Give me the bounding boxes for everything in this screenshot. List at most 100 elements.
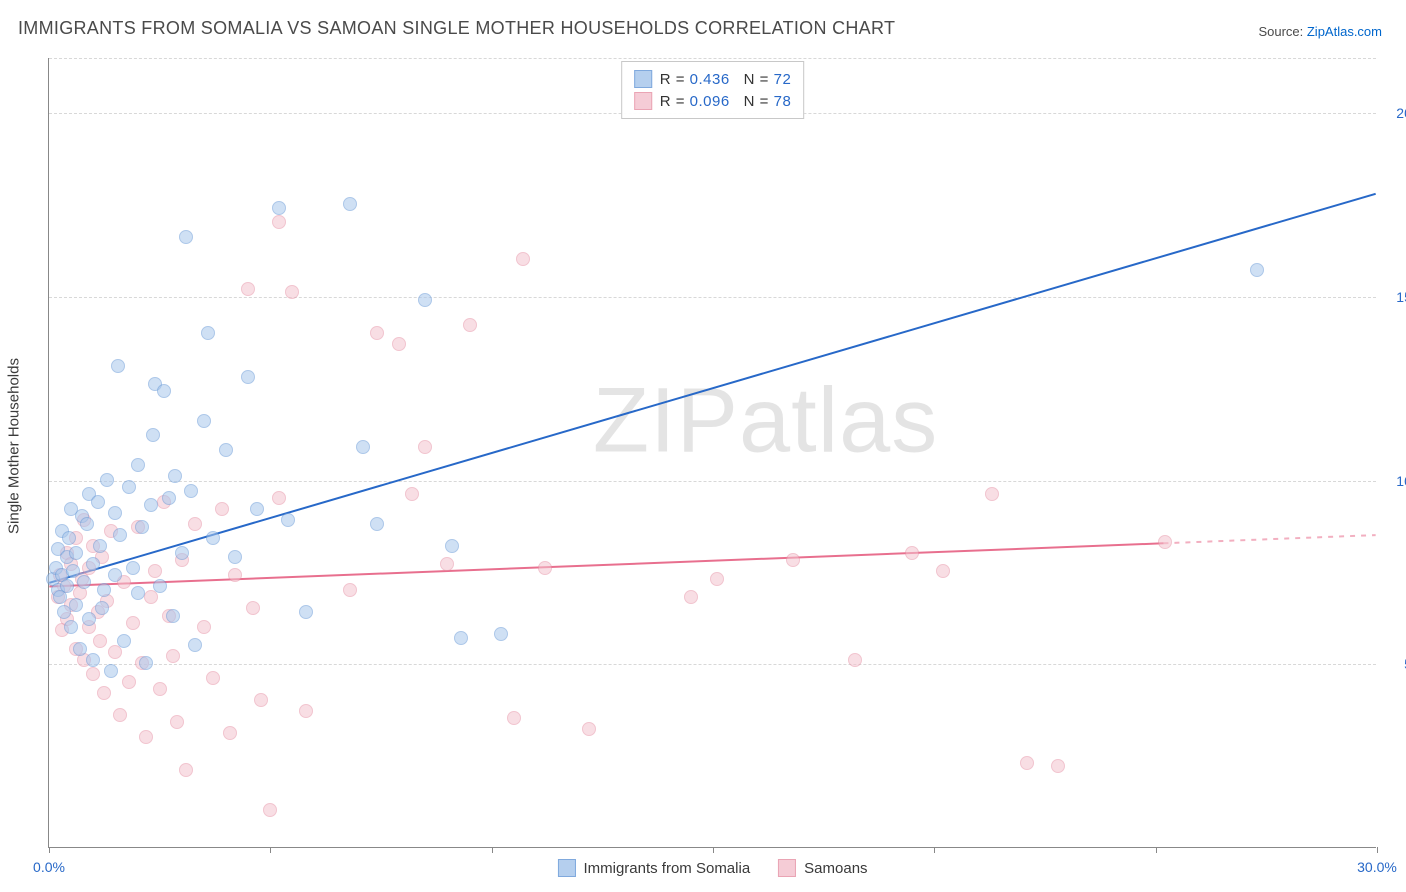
data-point [445,539,459,553]
data-point [370,517,384,531]
data-point [93,634,107,648]
x-tick [492,847,493,853]
gridline [49,297,1376,298]
data-point [197,414,211,428]
data-point [250,502,264,516]
data-point [299,704,313,718]
data-point [179,763,193,777]
data-point [272,201,286,215]
legend-item-somalia: Immigrants from Somalia [557,859,750,877]
data-point [126,561,140,575]
data-point [228,550,242,564]
data-point [516,252,530,266]
y-tick-label: 5.0% [1384,656,1406,672]
x-tick [270,847,271,853]
swatch-somalia-icon [557,859,575,877]
data-point [710,572,724,586]
trend-line-solid [49,194,1375,583]
data-point [1250,263,1264,277]
legend-row-somalia: R = 0.436 N = 72 [634,68,792,90]
x-tick-label: 0.0% [33,859,65,875]
data-point [77,575,91,589]
source-link[interactable]: ZipAtlas.com [1307,24,1382,39]
x-tick-label: 30.0% [1357,859,1397,875]
data-point [281,513,295,527]
data-point [157,384,171,398]
swatch-samoans-icon [778,859,796,877]
data-point [66,564,80,578]
data-point [170,715,184,729]
data-point [100,473,114,487]
swatch-samoans-icon [634,92,652,110]
data-point [126,616,140,630]
data-point [184,484,198,498]
trend-lines-svg [49,58,1376,847]
data-point [113,708,127,722]
data-point [97,686,111,700]
data-point [228,568,242,582]
data-point [343,197,357,211]
data-point [62,531,76,545]
data-point [786,553,800,567]
data-point [197,620,211,634]
data-point [905,546,919,560]
gridline [49,664,1376,665]
data-point [241,370,255,384]
data-point [285,285,299,299]
data-point [168,469,182,483]
data-point [131,586,145,600]
x-tick [49,847,50,853]
data-point [246,601,260,615]
data-point [117,634,131,648]
data-point [153,579,167,593]
data-point [113,528,127,542]
data-point [146,428,160,442]
data-point [370,326,384,340]
data-point [272,491,286,505]
data-point [162,491,176,505]
data-point [392,337,406,351]
data-point [343,583,357,597]
data-point [206,671,220,685]
data-point [166,649,180,663]
x-tick [934,847,935,853]
data-point [188,517,202,531]
data-point [418,293,432,307]
data-point [684,590,698,604]
y-tick-label: 15.0% [1384,289,1406,305]
data-point [108,568,122,582]
legend-row-samoans: R = 0.096 N = 78 [634,90,792,112]
data-point [254,693,268,707]
source-label: Source: [1258,24,1306,39]
data-point [144,498,158,512]
data-point [153,682,167,696]
data-point [80,517,94,531]
data-point [1020,756,1034,770]
x-tick [713,847,714,853]
data-point [1051,759,1065,773]
y-tick-label: 10.0% [1384,473,1406,489]
data-point [122,675,136,689]
data-point [1158,535,1172,549]
data-point [104,664,118,678]
data-point [122,480,136,494]
y-tick-label: 20.0% [1384,105,1406,121]
data-point [91,495,105,509]
data-point [82,612,96,626]
legend-r-label: R = 0.096 N = 78 [660,93,792,110]
data-point [148,564,162,578]
data-point [73,642,87,656]
data-point [131,458,145,472]
data-point [418,440,432,454]
data-point [139,656,153,670]
series-legend: Immigrants from Somalia Samoans [557,859,867,877]
data-point [69,598,83,612]
data-point [215,502,229,516]
chart-title: IMMIGRANTS FROM SOMALIA VS SAMOAN SINGLE… [18,18,895,39]
data-point [69,546,83,560]
trend-line-solid [49,543,1163,586]
data-point [93,539,107,553]
data-point [538,561,552,575]
swatch-somalia-icon [634,70,652,88]
data-point [95,601,109,615]
